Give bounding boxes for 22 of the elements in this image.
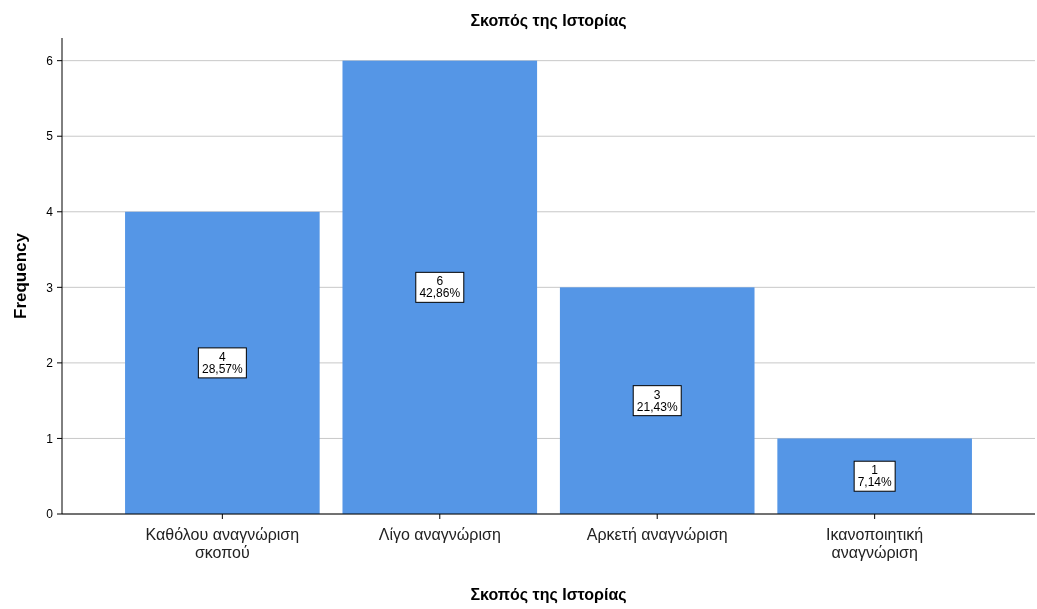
data-label: 1 7,14% — [857, 463, 892, 490]
y-tick-label: 0 — [46, 507, 54, 522]
x-tick-label: Ικανοποιητική αναγνώριση — [826, 526, 924, 561]
y-tick-label: 1 — [46, 431, 54, 446]
y-axis-title: Frequency — [11, 232, 30, 319]
y-tick-label: 4 — [46, 204, 54, 219]
y-tick-label: 5 — [46, 129, 54, 144]
y-tick-label: 3 — [46, 280, 54, 295]
x-axis-title: Σκοπός της Ιστορίας — [470, 586, 627, 604]
x-tick-label: Λίγο αναγνώριση — [378, 526, 501, 543]
data-label: 3 21,43% — [636, 387, 678, 414]
bar — [559, 287, 755, 514]
data-label: 4 28,57% — [202, 349, 244, 376]
chart-title: Σκοπός της Ιστορίας — [470, 12, 627, 30]
bar — [777, 438, 972, 514]
bar — [125, 211, 320, 514]
y-tick-label: 2 — [46, 356, 54, 371]
y-tick-label: 6 — [46, 53, 54, 68]
bar — [342, 60, 538, 514]
data-label: 6 42,86% — [419, 274, 461, 301]
x-tick-label: Καθόλου αναγνώριση σκοπού — [145, 526, 300, 561]
x-tick-label: Αρκετή αναγνώριση — [586, 526, 728, 543]
